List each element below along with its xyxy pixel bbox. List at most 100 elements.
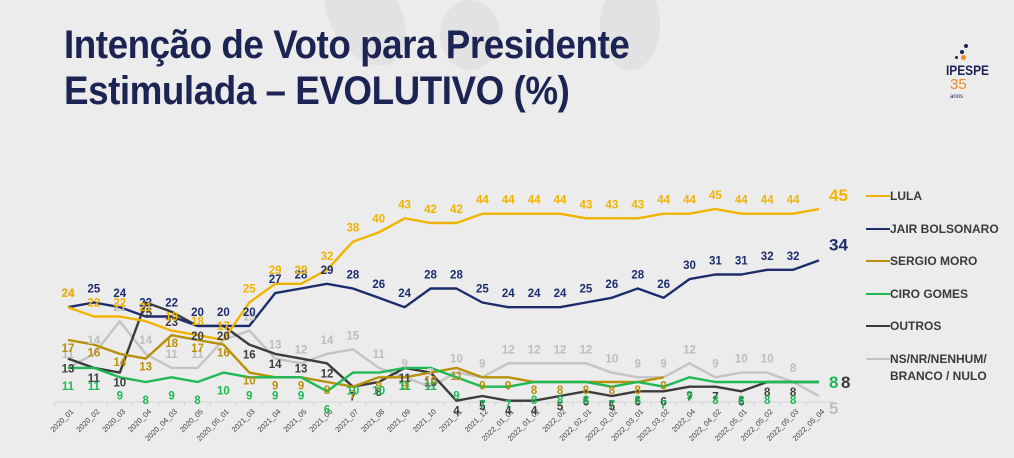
data-label: 26 — [605, 279, 618, 291]
legend-swatch — [866, 292, 890, 295]
data-label: 8 — [790, 387, 797, 399]
data-label: 7 — [686, 392, 692, 404]
legend-item: CIRO GOMES — [866, 286, 999, 319]
data-label: 15 — [346, 330, 359, 342]
data-label: 11 — [166, 349, 179, 361]
data-label: 7 — [505, 400, 511, 412]
data-label: 13 — [295, 364, 308, 376]
data-label: 28 — [450, 269, 463, 281]
data-label: 34 — [829, 235, 848, 254]
data-label: 9 — [635, 358, 641, 370]
data-label: 26 — [372, 279, 385, 291]
data-label: 20 — [217, 331, 230, 343]
data-label: 4 — [531, 406, 538, 418]
data-label: 21 — [113, 302, 126, 314]
data-label: 8 — [583, 395, 590, 407]
series-line-jair-bolsonaro — [67, 259, 820, 328]
data-label: 7 — [479, 400, 485, 412]
data-label: 7 — [712, 392, 718, 404]
series-line-ns-nr-nenhum- — [67, 320, 820, 398]
data-label: 9 — [272, 380, 278, 392]
legend-item: NS/NR/NENHUM/ BRANCO / NULO — [866, 351, 999, 384]
data-label: 8 — [790, 395, 797, 407]
data-label: 28 — [295, 269, 308, 281]
data-label: 44 — [761, 195, 774, 207]
chart-legend: LULA JAIR BOLSONARO SERGIO MORO CIRO GOMES O… — [866, 188, 999, 383]
logo-anos: anos — [950, 94, 964, 100]
data-label: 32 — [321, 251, 334, 263]
data-label: 8 — [829, 373, 838, 392]
data-label: 8 — [841, 373, 850, 392]
data-label: 43 — [605, 199, 618, 211]
data-label: 8 — [531, 395, 538, 407]
data-label: 14 — [87, 335, 100, 347]
data-label: 18 — [165, 338, 178, 350]
x-tick-label: 2021_06 — [307, 407, 334, 434]
data-label: 24 — [554, 288, 567, 300]
x-tick-label: 2021_04 — [256, 407, 283, 434]
data-label: 25 — [476, 284, 489, 296]
legend-label: OUTROS — [890, 319, 942, 333]
data-label: 17 — [62, 343, 75, 355]
series-line-outros — [67, 301, 819, 402]
data-label: 21 — [139, 302, 152, 314]
data-label: 44 — [657, 195, 670, 207]
data-label: 9 — [168, 390, 174, 402]
data-label: 9 — [117, 390, 123, 402]
data-label: 19 — [165, 312, 178, 324]
data-label: 31 — [735, 255, 748, 267]
legend-swatch — [866, 325, 890, 327]
data-label: 44 — [683, 195, 696, 207]
legend-label: LULA — [890, 189, 922, 203]
data-label: 7 — [609, 400, 615, 412]
legend-swatch — [866, 357, 890, 360]
data-label: 43 — [580, 199, 593, 211]
data-label: 4 — [505, 406, 512, 418]
data-label: 28 — [631, 269, 644, 281]
data-label: 11 — [88, 381, 101, 393]
data-label: 11 — [88, 373, 101, 385]
data-label: 10 — [346, 386, 359, 398]
data-label: 30 — [683, 260, 696, 272]
data-label: 44 — [502, 195, 515, 207]
data-label: 10 — [217, 386, 230, 398]
legend-item: OUTROS — [866, 318, 999, 351]
data-label: 20 — [191, 307, 204, 319]
data-label: 42 — [450, 204, 463, 216]
data-label: 12 — [528, 344, 541, 356]
data-label: 9 — [298, 390, 304, 402]
data-label: 16 — [87, 348, 100, 360]
data-label: 20 — [191, 331, 204, 343]
legend-label: SERGIO MORO — [890, 254, 978, 268]
data-label: 9 — [660, 358, 666, 370]
data-label: 17 — [191, 343, 204, 355]
data-label: 8 — [764, 395, 771, 407]
data-label: 24 — [113, 288, 126, 300]
data-label: 44 — [787, 195, 800, 207]
data-label: 24 — [398, 288, 411, 300]
data-label: 24 — [62, 288, 75, 300]
data-label: 10 — [424, 378, 437, 390]
data-label: 12 — [295, 344, 308, 356]
data-label: 10 — [735, 354, 748, 366]
data-label: 20 — [217, 307, 230, 319]
legend-swatch — [866, 195, 890, 197]
data-label: 6 — [583, 396, 589, 408]
data-label: 24 — [502, 288, 515, 300]
data-label: 9 — [660, 380, 666, 392]
data-label: 45 — [709, 190, 722, 202]
data-label: 5 — [829, 399, 838, 418]
page-title: Intenção de Voto para Presidente Estimul… — [64, 22, 630, 114]
data-label: 16 — [243, 350, 256, 362]
logo-dot — [955, 56, 958, 59]
logo-dot — [960, 50, 964, 54]
title-line-2: Estimulada – EVOLUTIVO (%) — [64, 69, 570, 113]
data-label: 7 — [427, 368, 433, 380]
data-label: 14 — [113, 357, 126, 369]
data-label: 9 — [246, 390, 252, 402]
data-label: 20 — [243, 307, 256, 319]
background-decoration — [440, 0, 500, 70]
data-label: 11 — [450, 371, 463, 383]
data-label: 28 — [346, 269, 359, 281]
data-label: 11 — [191, 349, 204, 361]
